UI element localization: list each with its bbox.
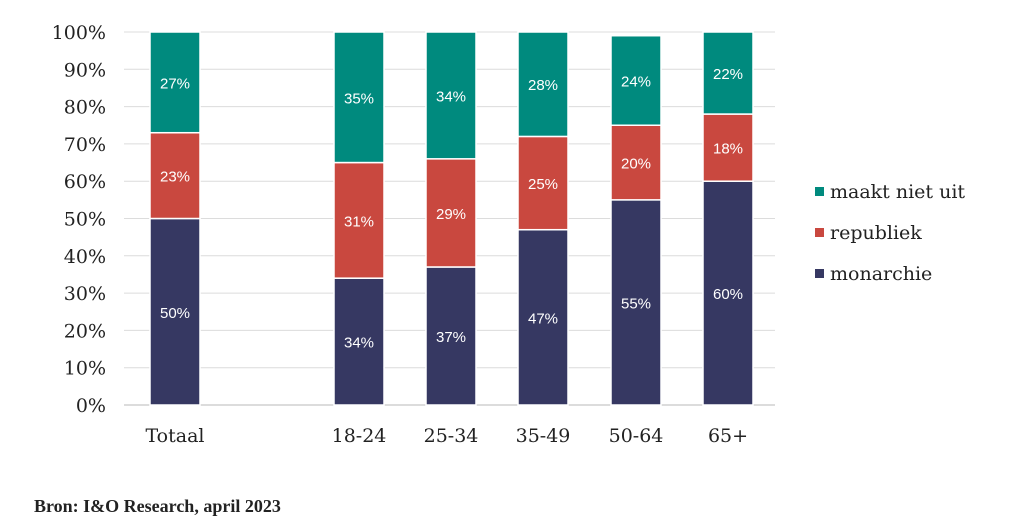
x-tick-label: 50-64: [609, 425, 664, 447]
y-tick-label: 10%: [64, 358, 106, 380]
source-note: Bron: I&O Research, april 2023: [34, 496, 281, 516]
data-label: 18%: [713, 141, 743, 158]
x-tick-label: Totaal: [145, 425, 204, 447]
data-label: 25%: [528, 176, 558, 193]
data-label: 60%: [713, 286, 743, 303]
y-tick-label: 50%: [64, 209, 106, 231]
bar-segment: [517, 135, 569, 231]
legend-swatch: [815, 269, 824, 278]
data-label: 27%: [160, 75, 190, 92]
data-label: 29%: [436, 206, 466, 223]
data-label: 47%: [528, 310, 558, 327]
bar-segment: [610, 124, 662, 201]
stacked-bar-chart: 0% 10% 20% 30% 40% 50% 60% 70% 80% 90% 100% 50% 23%…: [52, 22, 966, 447]
data-label: 22%: [713, 66, 743, 83]
y-tick-label: 80%: [64, 97, 106, 119]
legend-swatch: [815, 187, 824, 196]
data-label: 23%: [160, 169, 190, 186]
y-tick-label: 90%: [64, 59, 106, 81]
bar-segment: [425, 266, 477, 406]
data-label: 24%: [621, 73, 651, 90]
data-label: 35%: [344, 90, 374, 107]
data-label: 34%: [344, 335, 374, 352]
legend-label: monarchie: [830, 263, 932, 285]
bar-segment: [517, 228, 569, 406]
legend: maakt niet uit republiek monarchie: [815, 181, 965, 285]
y-tick-label: 0%: [76, 395, 106, 417]
bar-segment: [333, 31, 385, 164]
bar-segment: [702, 31, 754, 115]
data-label: 31%: [344, 213, 374, 230]
y-tick-label: 40%: [64, 246, 106, 268]
bar-segment: [517, 31, 569, 138]
bar-segment: [702, 180, 754, 406]
data-label: 28%: [528, 77, 558, 94]
y-axis: 0% 10% 20% 30% 40% 50% 60% 70% 80% 90% 100%: [52, 22, 106, 417]
data-label: 50%: [160, 305, 190, 322]
bar-segment: [610, 199, 662, 406]
bars: 50% 23% 27% 34% 31% 35% 37% 29% 34% 47% 25% 28% 55% 2…: [149, 31, 754, 406]
x-tick-label: 35-49: [516, 425, 571, 447]
data-label: 55%: [621, 295, 651, 312]
x-tick-label: 25-34: [424, 425, 479, 447]
y-tick-label: 30%: [64, 283, 106, 305]
legend-label: republiek: [830, 222, 922, 244]
x-axis: Totaal 18-24 25-34 35-49 50-64 65+: [145, 425, 748, 447]
legend-label: maakt niet uit: [830, 181, 965, 203]
y-tick-label: 70%: [64, 134, 106, 156]
legend-swatch: [815, 228, 824, 237]
bar-segment: [149, 31, 201, 134]
data-label: 37%: [436, 329, 466, 346]
y-tick-label: 100%: [52, 22, 106, 44]
bar-segment: [149, 131, 201, 220]
x-tick-label: 65+: [708, 425, 748, 447]
bar-segment: [149, 217, 201, 406]
x-tick-label: 18-24: [332, 425, 387, 447]
bar-segment: [425, 31, 477, 160]
bar-segment: [333, 277, 385, 406]
bar-segment: [610, 34, 662, 126]
bar-segment: [425, 158, 477, 268]
y-tick-label: 20%: [64, 320, 106, 342]
y-tick-label: 60%: [64, 171, 106, 193]
data-label: 34%: [436, 88, 466, 105]
data-label: 20%: [621, 156, 651, 173]
